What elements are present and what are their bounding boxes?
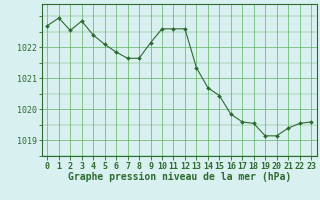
X-axis label: Graphe pression niveau de la mer (hPa): Graphe pression niveau de la mer (hPa) [68,172,291,182]
